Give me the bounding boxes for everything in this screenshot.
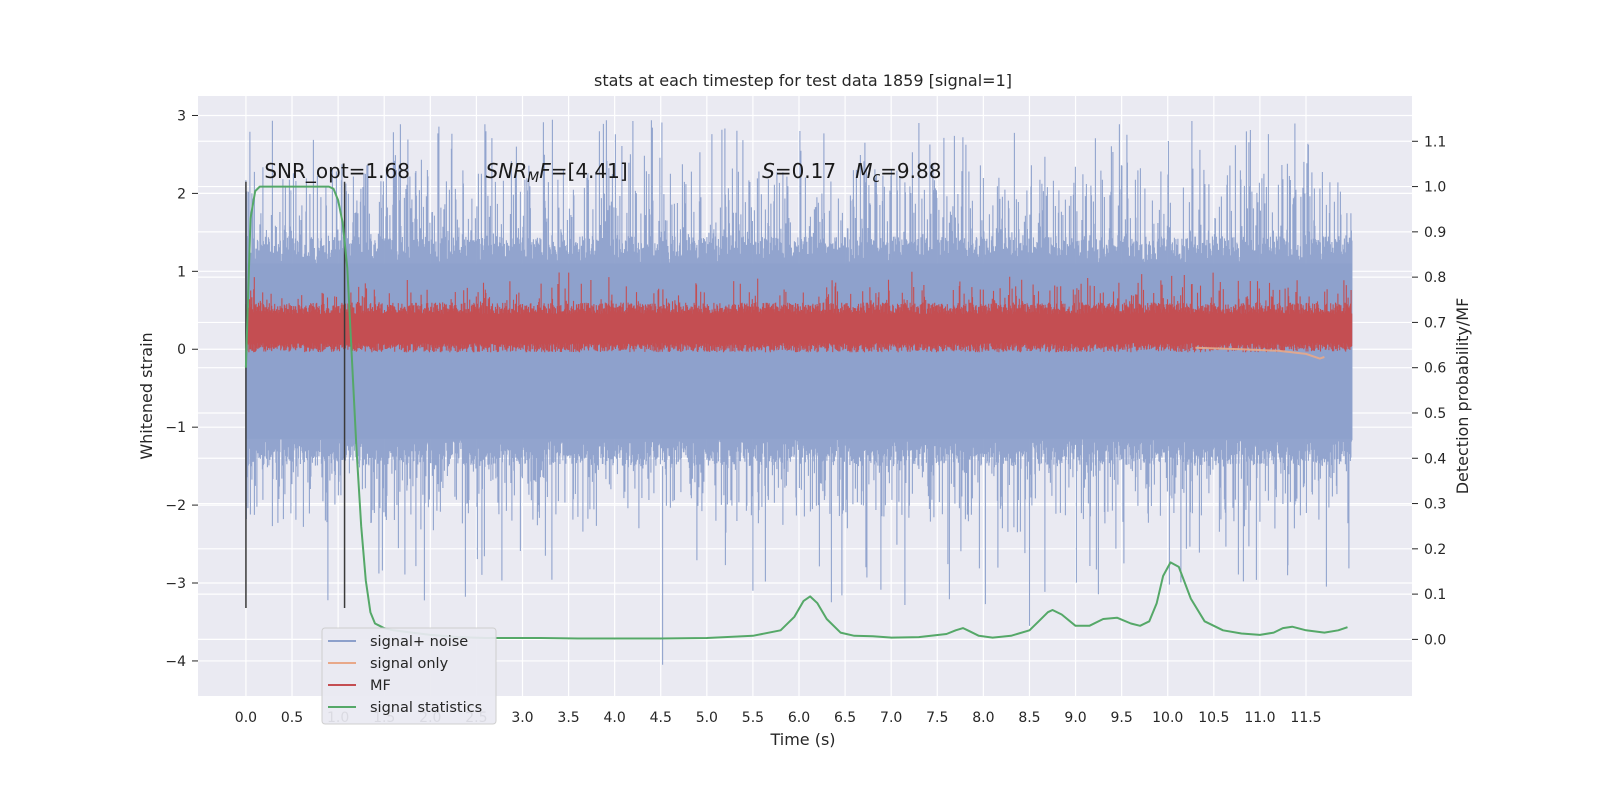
y-tick-label: −1 xyxy=(165,420,186,436)
x-tick-label: 6.5 xyxy=(834,710,856,726)
y2-tick-label: 0.9 xyxy=(1424,225,1446,241)
y2-tick-label: 0.4 xyxy=(1424,451,1446,467)
x-tick-label: 4.5 xyxy=(650,710,672,726)
legend-item-label: signal+ noise xyxy=(370,634,468,650)
x-tick-label: 10.5 xyxy=(1198,710,1229,726)
signal-statistics-series xyxy=(244,185,1348,640)
y2-tick-label: 1.1 xyxy=(1424,134,1446,150)
y-tick-label: 2 xyxy=(177,186,186,202)
y2-tick-label: 0.3 xyxy=(1424,497,1446,513)
y-axis-label: Whitened strain xyxy=(137,332,156,459)
x-tick-label: 5.0 xyxy=(696,710,718,726)
y-tick-label: −3 xyxy=(165,576,186,592)
x-tick-label: 10.0 xyxy=(1152,710,1183,726)
x-tick-label: 9.0 xyxy=(1064,710,1086,726)
x-tick-label: 5.5 xyxy=(742,710,764,726)
y-tick-label: 0 xyxy=(177,342,186,358)
x-tick-label: 11.0 xyxy=(1244,710,1275,726)
y-tick-label: −2 xyxy=(165,498,186,514)
annotation-s-mc: S=0.17 Mc=9.88 xyxy=(762,159,941,186)
y2-tick-label: 0.0 xyxy=(1424,632,1446,648)
legend-item-label: signal only xyxy=(370,656,449,672)
x-tick-label: 7.5 xyxy=(926,710,948,726)
y-tick-label: 1 xyxy=(177,264,186,280)
y2-axis-label: Detection probability/MF xyxy=(1453,298,1472,495)
y-tick-label: 3 xyxy=(177,108,186,124)
x-tick-label: 6.0 xyxy=(788,710,810,726)
x-tick-label: 0.5 xyxy=(281,710,303,726)
y2-tick-label: 0.5 xyxy=(1424,406,1446,422)
legend-item-label: signal statistics xyxy=(370,700,482,716)
x-tick-label: 0.0 xyxy=(235,710,257,726)
x-tick-label: 4.0 xyxy=(604,710,626,726)
legend: signal+ noise signal only MF signal statist… xyxy=(321,627,497,725)
x-tick-label: 11.5 xyxy=(1290,710,1321,726)
x-tick-label: 3.0 xyxy=(511,710,533,726)
annotation-snr-opt: SNR_opt=1.68 xyxy=(264,159,410,183)
y2-tick-label: 0.1 xyxy=(1424,587,1446,603)
y2-tick-label: 1.0 xyxy=(1424,180,1446,196)
legend-box xyxy=(321,627,497,725)
y2-tick-label: 0.2 xyxy=(1424,542,1446,558)
legend-item-label: MF xyxy=(370,678,391,694)
data-layer xyxy=(244,119,1353,665)
axis-ticks: 0.00.51.01.52.02.53.03.54.04.55.05.56.06… xyxy=(165,108,1446,726)
x-tick-label: 3.5 xyxy=(557,710,579,726)
y2-tick-label: 0.7 xyxy=(1424,315,1446,331)
x-tick-label: 7.0 xyxy=(880,710,902,726)
x-tick-label: 8.0 xyxy=(972,710,994,726)
y-tick-label: −4 xyxy=(165,654,186,670)
annotation-snr-mf: SNRMF=[4.41] xyxy=(486,159,628,186)
x-tick-label: 9.5 xyxy=(1111,710,1133,726)
x-tick-label: 8.5 xyxy=(1018,710,1040,726)
chart-title: stats at each timestep for test data 185… xyxy=(594,71,1012,90)
x-axis-label: Time (s) xyxy=(769,730,835,749)
y2-tick-label: 0.6 xyxy=(1424,361,1446,377)
annotations: SNR_opt=1.68 SNRMF=[4.41] S=0.17 Mc=9.88 xyxy=(264,159,941,186)
y2-tick-label: 0.8 xyxy=(1424,270,1446,286)
signal-only-series xyxy=(1195,346,1325,360)
